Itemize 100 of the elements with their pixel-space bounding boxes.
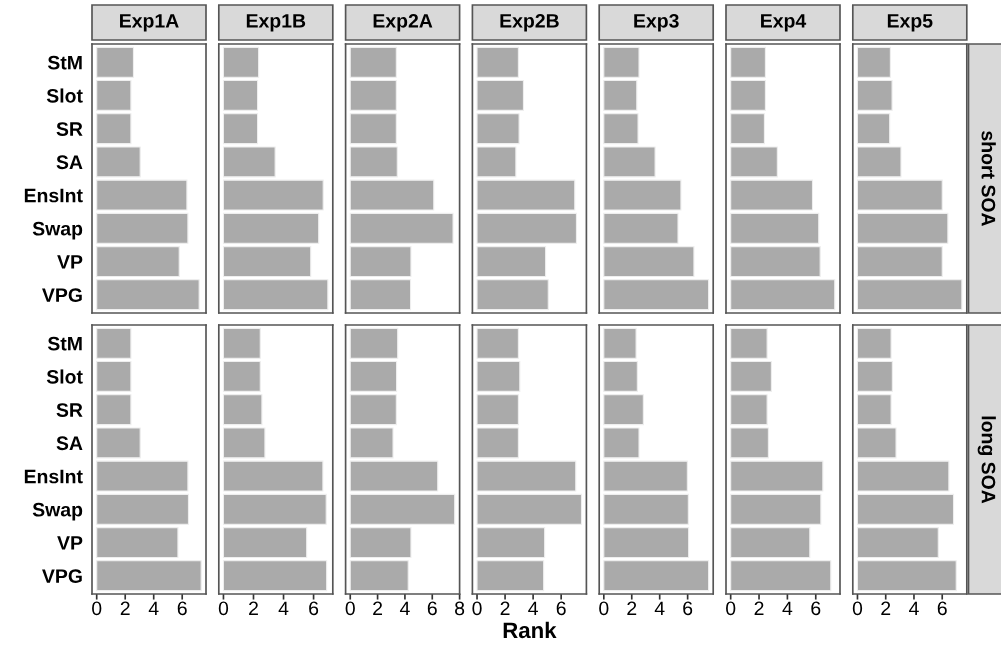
bar	[222, 46, 260, 78]
bar	[603, 394, 644, 426]
x-tick-label: 2	[120, 601, 130, 616]
bar	[222, 113, 259, 145]
bar	[222, 179, 324, 211]
bar	[349, 527, 412, 559]
bar	[603, 460, 688, 492]
x-tick-label: 6	[811, 601, 821, 616]
bar	[730, 327, 768, 359]
bar	[222, 246, 312, 278]
x-tick-label: 2	[373, 601, 383, 616]
bar	[603, 560, 710, 592]
bar	[349, 179, 435, 211]
bar	[730, 427, 769, 459]
bar	[603, 360, 638, 392]
bar	[222, 527, 308, 559]
chart-title: Exp5	[887, 14, 933, 32]
bar	[476, 493, 583, 525]
x-tick-label: 0	[218, 601, 229, 616]
bar	[222, 146, 276, 178]
bar	[349, 212, 454, 244]
bar	[476, 46, 519, 78]
bar	[730, 246, 821, 278]
bar	[730, 394, 768, 426]
bar	[856, 179, 943, 211]
x-tick-label: 6	[427, 601, 437, 616]
bar	[476, 113, 520, 145]
bar	[603, 246, 695, 278]
bar	[856, 427, 897, 459]
bar	[603, 279, 710, 311]
bar	[222, 560, 328, 592]
bar	[222, 279, 329, 311]
bar	[222, 460, 324, 492]
bar	[730, 360, 772, 392]
bar	[730, 113, 765, 145]
bar	[730, 560, 832, 592]
x-tick-label: 4	[909, 601, 919, 616]
chart-title: Exp1A	[120, 14, 179, 32]
x-tick-label: 0	[852, 601, 863, 616]
bar	[856, 394, 892, 426]
x-tick-label: 0	[472, 601, 482, 616]
bar	[856, 46, 891, 78]
bar	[222, 427, 266, 459]
y-tick-label: Slot	[46, 88, 83, 103]
bar	[222, 212, 320, 244]
x-tick-label: 6	[309, 601, 319, 616]
bar	[96, 427, 141, 459]
chart-title: Exp2B	[500, 13, 559, 32]
y-tick-label: EnsInt	[24, 188, 83, 203]
bar	[349, 427, 394, 459]
bar	[349, 327, 399, 359]
text: short SOA	[981, 131, 996, 227]
bar	[856, 146, 902, 178]
bar	[222, 360, 261, 392]
bar	[96, 179, 188, 211]
bar	[603, 179, 682, 211]
bar	[96, 113, 132, 145]
y-tick-label: SA	[56, 436, 83, 451]
x-tick-label: 6	[937, 601, 947, 616]
bar	[476, 79, 524, 111]
x-tick-label: 0	[726, 601, 736, 616]
bar	[856, 460, 950, 492]
y-tick-label: VP	[57, 536, 83, 550]
bar	[96, 527, 179, 559]
bar	[603, 527, 690, 559]
y-tick-label: EnsInt	[24, 469, 83, 484]
bar	[730, 146, 778, 178]
y-tick-label: SR	[56, 403, 83, 417]
x-tick-label: 0	[599, 601, 609, 616]
bar	[476, 212, 577, 244]
bar	[730, 460, 824, 492]
chart-title: Exp4	[761, 14, 807, 32]
bar	[96, 327, 132, 359]
bar	[856, 360, 893, 392]
bar	[349, 246, 412, 278]
bar	[349, 493, 456, 525]
bar	[603, 327, 637, 359]
chart-title: Exp3	[634, 13, 679, 32]
bar	[856, 493, 955, 525]
bar	[96, 360, 132, 392]
bar	[603, 79, 638, 111]
bar	[349, 146, 398, 178]
bar	[476, 394, 519, 426]
bar	[856, 113, 891, 145]
x-tick-label: 4	[782, 601, 793, 616]
bar	[476, 179, 576, 211]
bar	[96, 279, 200, 311]
bar	[856, 527, 939, 559]
bar	[730, 279, 836, 311]
bar	[96, 212, 189, 244]
bar	[730, 46, 766, 78]
x-tick-label: 2	[754, 601, 764, 616]
bar	[603, 146, 656, 178]
x-tick-label: 0	[92, 601, 102, 616]
bar	[476, 327, 519, 359]
bar	[856, 246, 943, 278]
bar	[476, 560, 545, 592]
bar	[96, 394, 132, 426]
x-tick-label: 2	[627, 601, 637, 616]
bar	[96, 246, 180, 278]
